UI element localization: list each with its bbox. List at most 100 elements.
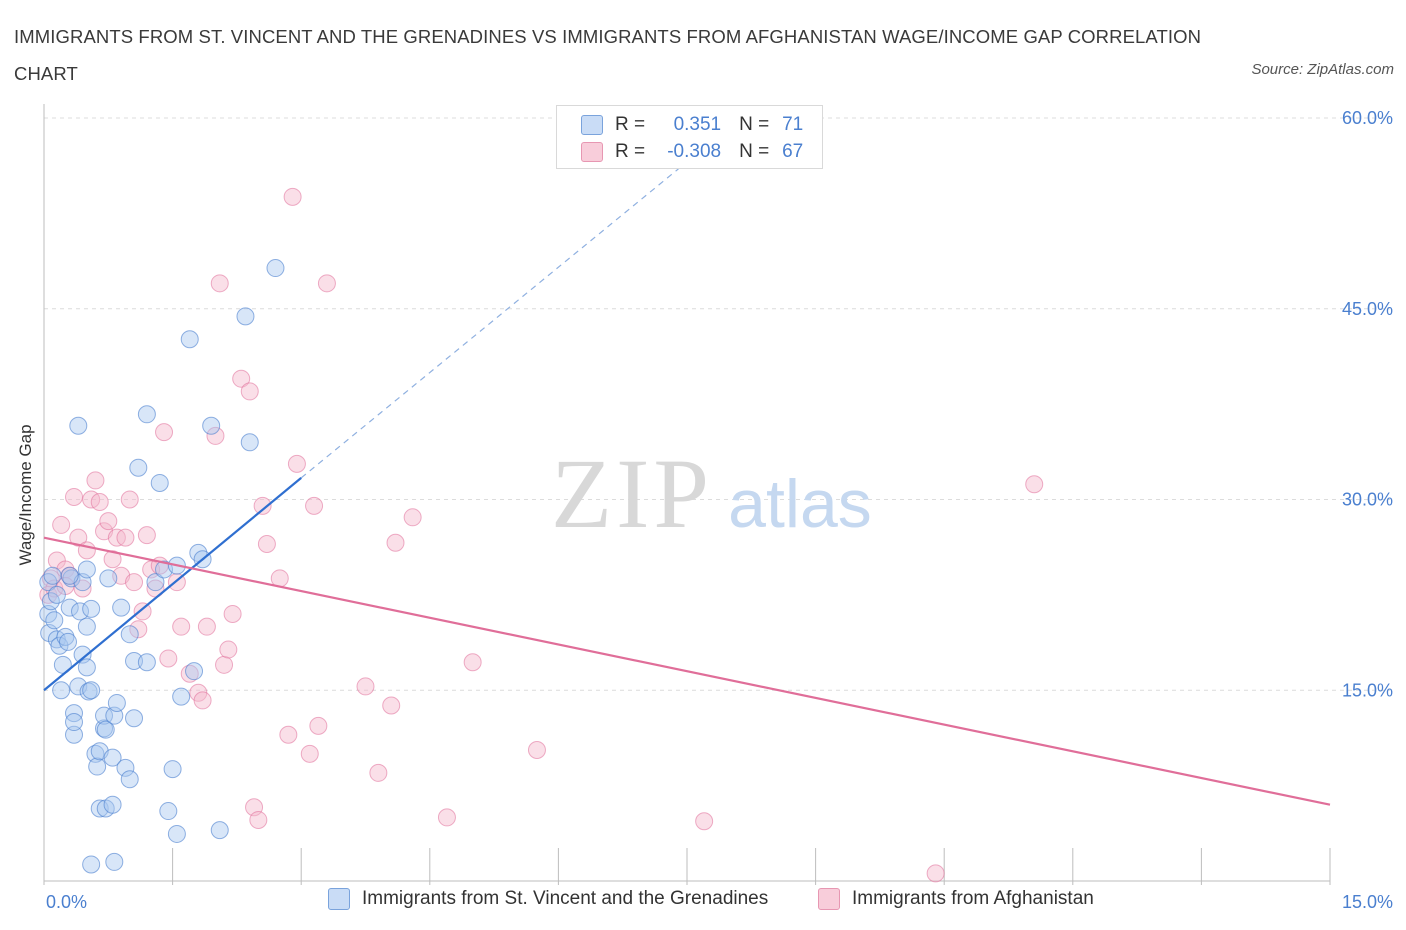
point-st-vincent — [116, 758, 135, 777]
point-st-vincent — [95, 706, 114, 725]
axes — [43, 104, 1331, 885]
legend-label-st-vincent: Immigrants from St. Vincent and the Gren… — [362, 888, 769, 909]
point-afghanistan — [232, 369, 251, 388]
point-st-vincent — [120, 770, 139, 789]
point-st-vincent — [43, 566, 62, 585]
point-afghanistan — [463, 653, 482, 672]
point-st-vincent — [202, 416, 221, 435]
point-st-vincent — [210, 821, 229, 840]
point-afghanistan — [369, 763, 388, 782]
legend-swatch-pink — [581, 142, 603, 162]
point-afghanistan — [240, 382, 259, 401]
point-afghanistan — [300, 744, 319, 763]
series-afghanistan — [39, 187, 1044, 883]
legend-item-st-vincent: Immigrants from St. Vincent and the Gren… — [328, 888, 768, 910]
point-afghanistan — [120, 490, 139, 509]
point-afghanistan — [99, 512, 118, 531]
point-afghanistan — [103, 550, 122, 569]
point-afghanistan — [86, 471, 105, 490]
point-afghanistan — [125, 573, 144, 592]
point-st-vincent — [125, 709, 144, 728]
point-afghanistan — [73, 579, 92, 598]
point-afghanistan — [249, 810, 268, 829]
point-st-vincent — [77, 658, 96, 677]
point-afghanistan — [206, 426, 225, 445]
trend-line-afghanistan — [43, 536, 1331, 806]
point-st-vincent — [60, 566, 79, 585]
point-st-vincent — [236, 307, 255, 326]
watermark-atlas: atlas — [728, 466, 872, 542]
point-afghanistan — [279, 725, 298, 744]
point-afghanistan — [193, 691, 212, 710]
legend-n-label: N = — [739, 114, 770, 135]
trend-line-st-vincent — [43, 477, 302, 692]
point-afghanistan — [197, 617, 216, 636]
point-st-vincent — [240, 433, 259, 452]
point-afghanistan — [695, 812, 714, 831]
point-st-vincent — [120, 625, 139, 644]
point-afghanistan — [223, 604, 242, 623]
point-st-vincent — [103, 748, 122, 767]
point-st-vincent — [159, 802, 178, 821]
point-st-vincent — [107, 693, 126, 712]
point-st-vincent — [56, 627, 75, 646]
point-afghanistan — [317, 274, 336, 293]
point-st-vincent — [82, 599, 101, 618]
point-st-vincent — [62, 569, 81, 588]
point-afghanistan — [155, 423, 174, 442]
point-st-vincent — [129, 458, 148, 477]
point-st-vincent — [112, 598, 131, 617]
chart-title: IMMIGRANTS FROM ST. VINCENT AND THE GREN… — [14, 26, 1202, 84]
point-afghanistan — [137, 526, 156, 545]
point-st-vincent — [50, 636, 69, 655]
legend-row-afghanistan: R = -0.308 N = 67 — [581, 140, 803, 164]
point-st-vincent — [45, 611, 64, 630]
point-st-vincent — [105, 852, 124, 871]
point-st-vincent — [60, 598, 79, 617]
point-afghanistan — [382, 696, 401, 715]
point-afghanistan — [305, 496, 324, 515]
point-afghanistan — [253, 496, 272, 515]
point-afghanistan — [283, 187, 302, 206]
point-st-vincent — [59, 632, 78, 651]
point-st-vincent — [103, 795, 122, 814]
point-st-vincent — [125, 652, 144, 671]
x-tick-label: 0.0% — [46, 892, 87, 912]
point-afghanistan — [172, 617, 191, 636]
point-afghanistan — [926, 864, 945, 883]
point-st-vincent — [47, 585, 66, 604]
point-st-vincent — [137, 653, 156, 672]
point-st-vincent — [146, 573, 165, 592]
point-afghanistan — [65, 487, 84, 506]
point-afghanistan — [159, 649, 178, 668]
point-st-vincent — [150, 473, 169, 492]
point-afghanistan — [69, 528, 88, 547]
point-st-vincent — [77, 560, 96, 579]
point-afghanistan — [52, 515, 71, 534]
point-st-vincent — [180, 330, 199, 349]
y-tick-label: 30.0% — [1342, 490, 1393, 510]
legend-r-value: -0.308 — [667, 141, 722, 162]
point-afghanistan — [257, 535, 276, 554]
series-legend: Immigrants from St. Vincent and the Gren… — [0, 888, 1406, 916]
legend-label-afghanistan: Immigrants from Afghanistan — [852, 888, 1094, 909]
watermark: ZIP atlas — [551, 438, 872, 549]
source-label: Source: ZipAtlas.com — [1251, 61, 1394, 78]
point-afghanistan — [386, 533, 405, 552]
point-afghanistan — [287, 454, 306, 473]
point-st-vincent — [77, 617, 96, 636]
legend-r-value: 0.351 — [673, 114, 722, 135]
trend-line-st-vincent-extension — [300, 168, 679, 479]
y-tick-label: 60.0% — [1342, 108, 1393, 128]
legend-r-label: R = — [615, 114, 646, 135]
point-st-vincent — [82, 681, 101, 700]
point-st-vincent — [96, 720, 115, 739]
point-st-vincent — [167, 824, 186, 843]
legend-n-value: 71 — [782, 114, 804, 135]
point-st-vincent — [137, 405, 156, 424]
point-afghanistan — [116, 528, 135, 547]
legend-n-label: N = — [739, 141, 770, 162]
point-afghanistan — [129, 620, 148, 639]
legend-r-label: R = — [615, 141, 646, 162]
